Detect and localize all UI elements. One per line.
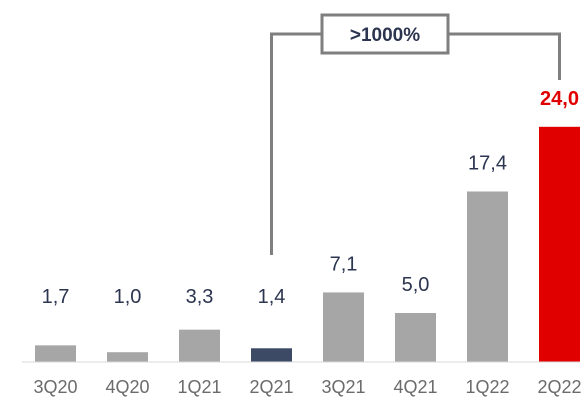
x-axis-ticks-group: 3Q20 4Q20 1Q21 2Q21 3Q21 4Q21 1Q22 2Q22 bbox=[33, 377, 581, 397]
growth-callout: >1000% bbox=[270, 13, 561, 255]
bar-2q22 bbox=[539, 126, 580, 362]
value-label-2q22: 24,0 bbox=[540, 88, 579, 110]
value-label-3q20: 1,7 bbox=[42, 286, 70, 308]
x-tick-2q21: 2Q21 bbox=[249, 377, 293, 397]
value-label-4q21: 5,0 bbox=[402, 274, 430, 296]
x-tick-3q21: 3Q21 bbox=[321, 377, 365, 397]
value-label-4q20: 1,0 bbox=[114, 286, 142, 308]
x-tick-4q21: 4Q21 bbox=[393, 377, 437, 397]
bar-1q21 bbox=[179, 329, 220, 362]
x-tick-1q21: 1Q21 bbox=[177, 377, 221, 397]
bar-2q21 bbox=[251, 348, 292, 362]
bars-group bbox=[35, 126, 580, 362]
x-tick-3q20: 3Q20 bbox=[33, 377, 77, 397]
value-label-3q21: 7,1 bbox=[330, 253, 358, 275]
callout-box bbox=[320, 13, 450, 55]
bar-4q20 bbox=[107, 352, 148, 362]
x-tick-2q22: 2Q22 bbox=[537, 377, 581, 397]
value-labels-group: 1,7 1,0 3,3 1,4 7,1 5,0 17,4 24,0 bbox=[42, 88, 579, 308]
bar-1q22 bbox=[467, 191, 508, 362]
bar-4q21 bbox=[395, 313, 436, 362]
bar-3q21 bbox=[323, 292, 364, 362]
bar-3q20 bbox=[35, 345, 76, 362]
value-label-1q21: 3,3 bbox=[186, 286, 214, 308]
x-tick-4q20: 4Q20 bbox=[105, 377, 149, 397]
callout-label: >1000% bbox=[350, 25, 420, 46]
value-label-2q21: 1,4 bbox=[258, 286, 286, 308]
x-tick-1q22: 1Q22 bbox=[465, 377, 509, 397]
value-label-1q22: 17,4 bbox=[468, 152, 507, 174]
callout-bracket-line bbox=[270, 32, 561, 255]
